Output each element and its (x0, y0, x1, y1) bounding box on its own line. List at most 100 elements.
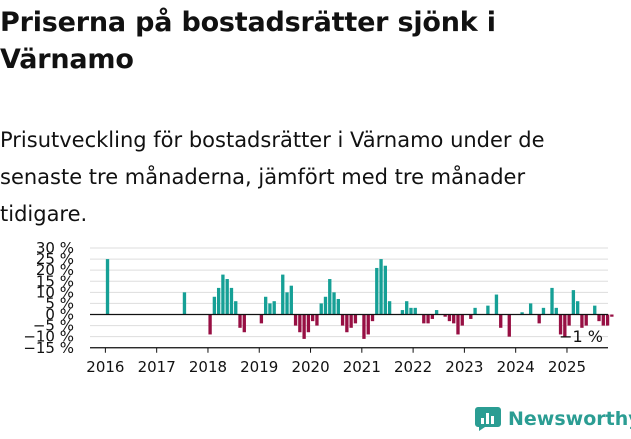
bar (212, 296, 217, 315)
bar (366, 314, 370, 335)
bar (575, 301, 580, 315)
y-tick-label: 0 % (45, 306, 74, 324)
bar (571, 290, 576, 315)
bar (520, 312, 524, 315)
x-tick-label: 2020 (291, 358, 329, 376)
bar (563, 314, 567, 337)
bar (554, 307, 558, 315)
bar (387, 301, 392, 315)
x-tick-label: 2021 (343, 358, 381, 376)
bar (541, 307, 546, 315)
bar (281, 274, 285, 315)
bar (216, 287, 221, 315)
bar (225, 279, 229, 315)
bar (336, 298, 340, 315)
bar (229, 287, 234, 315)
bar (375, 267, 379, 315)
bar (315, 314, 319, 326)
bar (443, 314, 447, 317)
bar (400, 310, 405, 315)
bar (234, 301, 238, 315)
bar (105, 259, 110, 315)
bar (238, 314, 242, 328)
bar (434, 310, 439, 315)
bar (383, 265, 387, 315)
bar (263, 296, 268, 315)
bar (469, 314, 473, 319)
bar (298, 314, 302, 333)
x-tick-label: 2017 (138, 358, 176, 376)
bar (306, 314, 311, 333)
bar (597, 314, 601, 322)
bar-chart-icon (475, 407, 501, 431)
bar (593, 305, 597, 315)
x-tick-label: 2022 (394, 358, 432, 376)
bar (268, 303, 272, 315)
bar (332, 292, 336, 315)
bar (567, 314, 571, 326)
bar (379, 259, 383, 315)
x-tick-label: 2019 (240, 358, 278, 376)
bar (550, 287, 554, 315)
bar (610, 314, 614, 317)
bar (452, 314, 456, 324)
bar (494, 294, 499, 315)
bar (221, 274, 225, 315)
bar (182, 292, 187, 315)
bar (208, 314, 212, 335)
bar (605, 314, 610, 326)
bar (558, 314, 563, 335)
bar (422, 314, 426, 324)
bar (413, 307, 417, 315)
bar (259, 314, 264, 324)
brand-name: Newsworthy (508, 408, 631, 430)
bar (473, 307, 477, 315)
bar (507, 314, 511, 337)
bar (460, 314, 464, 326)
y-tick-label: 10 % (36, 283, 74, 301)
bar (486, 305, 490, 315)
bar (370, 314, 375, 322)
bar (293, 314, 298, 326)
bar (362, 314, 366, 339)
bar (289, 285, 293, 315)
bar (353, 314, 358, 324)
bar (499, 314, 503, 328)
bar (242, 314, 246, 333)
y-tick-label: 15 % (36, 272, 74, 290)
bar (584, 314, 588, 326)
x-tick-label: 2024 (497, 358, 535, 376)
x-tick-label: 2016 (86, 358, 124, 376)
bar (409, 307, 413, 315)
y-tick-label: 30 % (36, 239, 74, 257)
bar (349, 314, 353, 328)
y-tick-label: 20 % (36, 261, 74, 279)
bar (528, 303, 533, 315)
x-axis: 2016 2017 2018 2019 2020 2021 2022 2023 2024 2025 (86, 313, 608, 376)
bar (405, 301, 409, 315)
y-tick-label: −10 % (23, 328, 74, 346)
bar (601, 314, 605, 326)
x-tick-label: 2018 (189, 358, 227, 376)
x-tick-label: 2023 (445, 358, 483, 376)
bar (456, 314, 460, 335)
bar (272, 301, 276, 315)
bar (311, 314, 315, 322)
y-axis-labels: 30 %25 %20 %15 %10 %5 %0 %−5 %−10 %−15 % (23, 239, 74, 357)
y-tick-label: 5 % (45, 294, 74, 312)
bar (323, 296, 328, 315)
bar (319, 303, 323, 315)
bar (580, 314, 584, 328)
newsworthy-logo: Newsworthy (475, 407, 631, 431)
bar (302, 314, 306, 339)
bar (537, 314, 541, 324)
x-tick-label: 2025 (548, 358, 586, 376)
y-tick-label: −5 % (33, 317, 74, 335)
bar-chart: 30 %25 %20 %15 %10 %5 %0 %−5 %−10 %−15 %… (23, 239, 614, 376)
bar (285, 292, 289, 315)
chart-title: Priserna på bostadsrätter sjönk i Värnam… (0, 7, 496, 75)
bar (328, 279, 332, 315)
bars (105, 259, 614, 339)
bar (447, 314, 452, 322)
gridlines (90, 247, 608, 349)
